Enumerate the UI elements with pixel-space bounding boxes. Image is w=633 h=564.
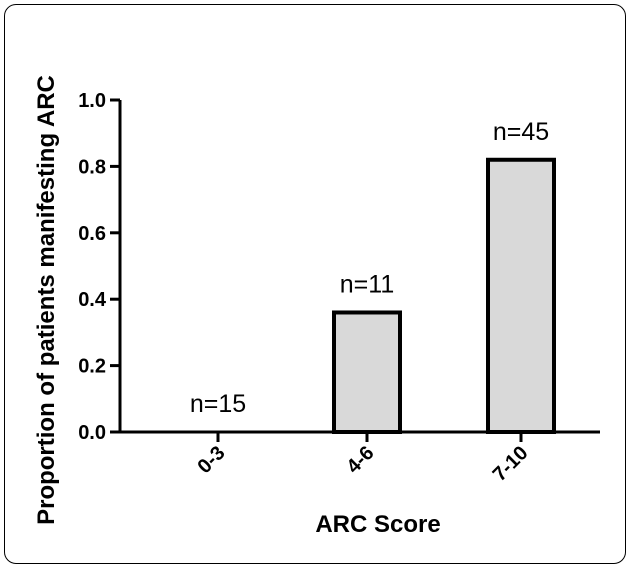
- y-tick-label: 0.8: [78, 156, 106, 178]
- x-tick-label: 7-10: [489, 442, 533, 486]
- bar-7-10: [486, 157, 556, 434]
- y-tick-label: 0.2: [78, 356, 106, 378]
- data-labels: n=15 n=11 n=45: [190, 118, 549, 418]
- x-tick-label: 0-3: [194, 442, 230, 478]
- x-tick-label: 4-6: [343, 442, 379, 478]
- x-axis-title: ARC Score: [315, 511, 440, 537]
- data-label: n=11: [340, 270, 394, 298]
- bars: [332, 157, 556, 435]
- y-tick-label: 0.6: [78, 223, 106, 245]
- y-axis-ticks: 0.0 0.2 0.4 0.6 0.8 1.0: [78, 90, 120, 444]
- y-tick-label: 0.0: [78, 422, 106, 444]
- data-label: n=15: [190, 390, 246, 418]
- y-tick-label: 0.4: [78, 289, 107, 311]
- y-axis-title: Proportion of patients manifesting ARC: [33, 75, 60, 525]
- bar-4-6: [332, 310, 402, 435]
- bar-chart: 0.0 0.2 0.4 0.6 0.8 1.0 n=15 n=11 n=45 0-3 4-6 7-…: [33, 75, 600, 537]
- chart-frame: 0.0 0.2 0.4 0.6 0.8 1.0 n=15 n=11 n=45 0-3 4-6 7-…: [4, 4, 626, 564]
- y-tick-label: 1.0: [78, 90, 106, 112]
- x-axis-ticks: 0-3 4-6 7-10: [194, 432, 533, 486]
- data-label: n=45: [493, 118, 549, 146]
